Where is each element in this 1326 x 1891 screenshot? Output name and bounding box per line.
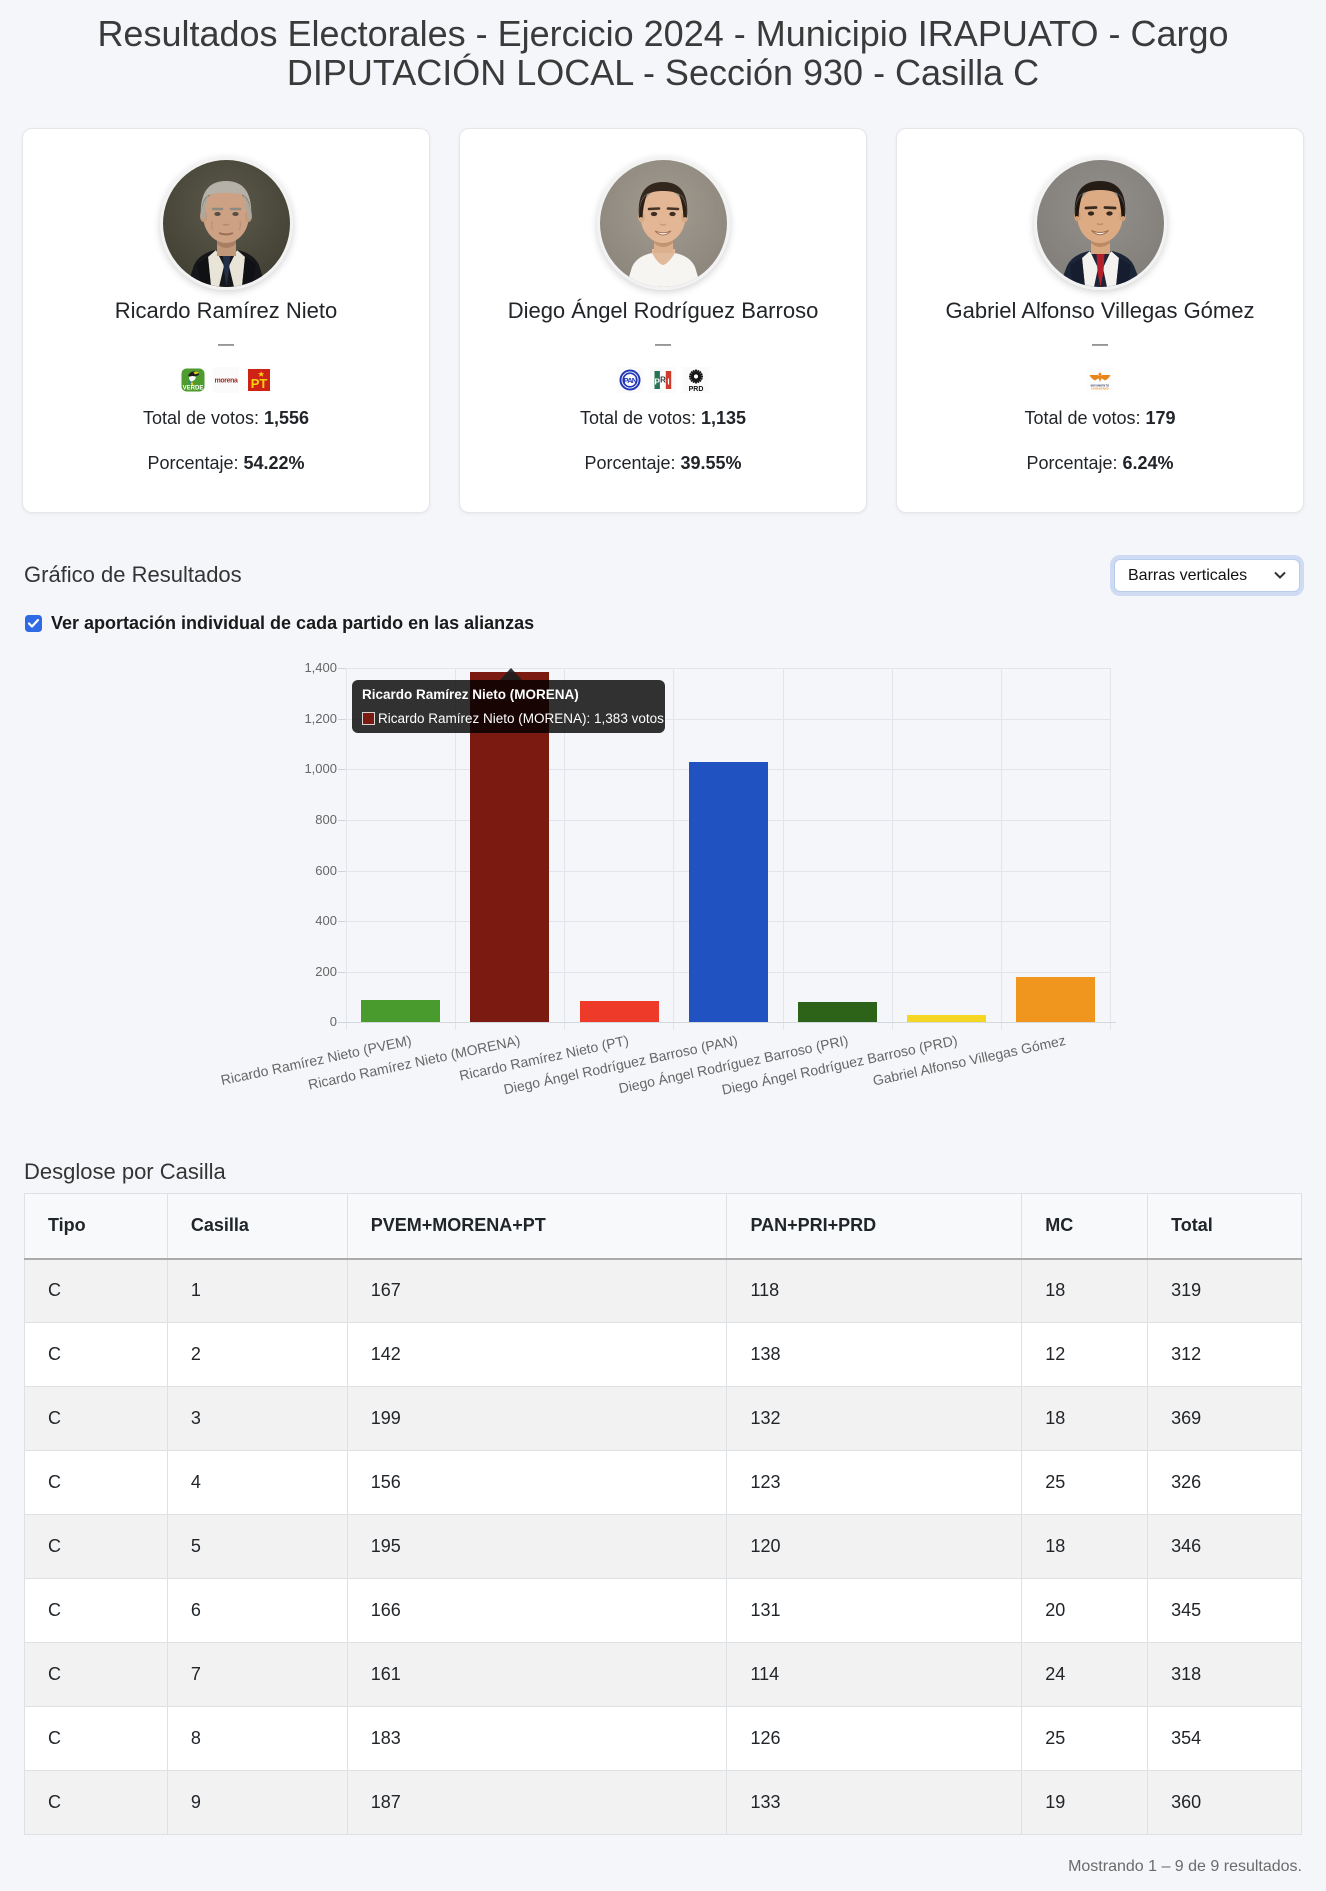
svg-text:P: P <box>655 378 661 387</box>
svg-text:PRD: PRD <box>689 386 704 393</box>
svg-text:VERDE: VERDE <box>183 386 204 392</box>
svg-text:MOVIMIENTO: MOVIMIENTO <box>1091 383 1110 387</box>
svg-text:CIUDADANO: CIUDADANO <box>1091 386 1109 390</box>
svg-text:PT: PT <box>251 376 268 391</box>
svg-text:morena: morena <box>215 378 238 385</box>
svg-text:R: R <box>660 376 666 385</box>
svg-text:PAN: PAN <box>624 376 637 385</box>
svg-text:I: I <box>667 378 669 387</box>
